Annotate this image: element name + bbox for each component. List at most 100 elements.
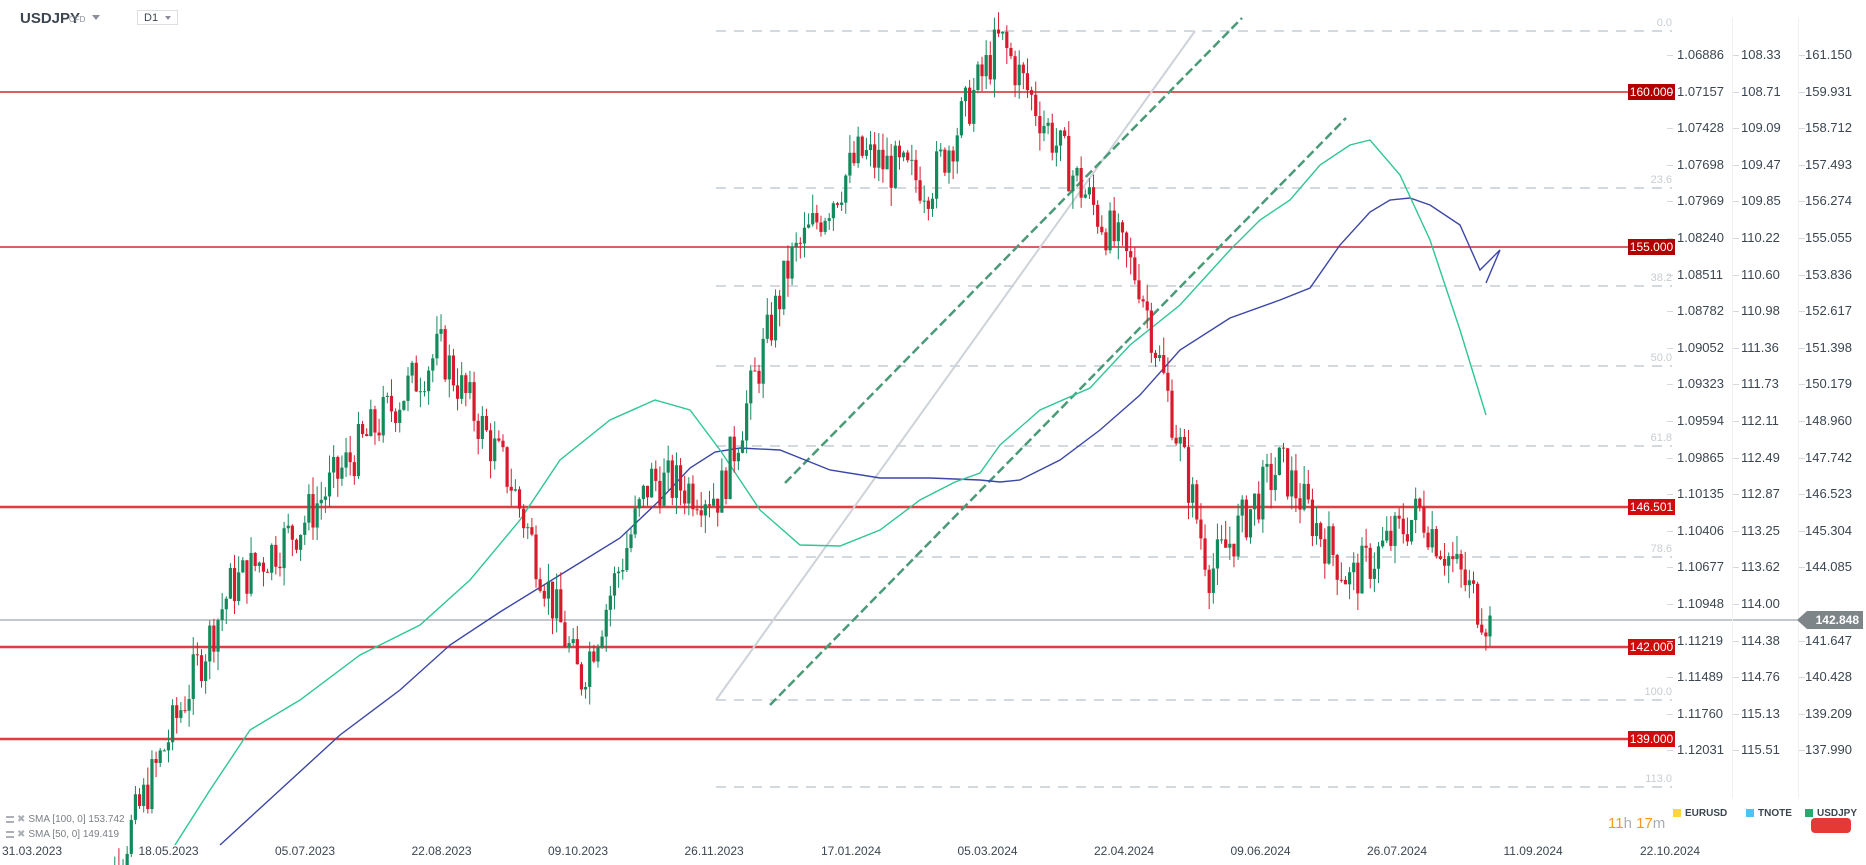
axis-label: 115.13 — [1741, 705, 1780, 721]
axis-label: 153.836 — [1805, 266, 1852, 282]
date-label: 22.10.2024 — [1640, 844, 1701, 858]
axis-tick — [1733, 421, 1739, 422]
symbol-name[interactable]: USDJPY — [20, 10, 81, 27]
level-label-146-501[interactable]: 146.501 — [1628, 499, 1675, 515]
axis-tick — [1667, 384, 1673, 386]
axis-label: 147.742 — [1805, 449, 1852, 465]
axis-label: 114.38 — [1741, 632, 1780, 648]
axis-tick — [1733, 713, 1739, 715]
chart-header: USDJPY CFD D1 — [0, 0, 1866, 36]
axis-tick — [1799, 640, 1805, 642]
candle-countdown: 11h 17m — [1608, 815, 1666, 832]
axis-tick — [1667, 530, 1673, 532]
sma-50-line — [174, 139, 1487, 846]
axis-tick — [1799, 91, 1805, 93]
axis-label: 114.76 — [1741, 669, 1780, 685]
axis-tick — [1733, 274, 1739, 276]
fib-label-78-6: 78.6 — [1650, 543, 1672, 555]
axis-label: 1.07157 — [1677, 83, 1724, 99]
axis-label: 140.428 — [1805, 669, 1852, 685]
axis-tick — [1733, 128, 1739, 130]
legend-usdjpy[interactable]: USDJPY — [1805, 808, 1857, 819]
axis-tick — [1733, 311, 1739, 313]
axis-label: 1.07428 — [1677, 120, 1724, 136]
axis-tick — [1667, 421, 1673, 422]
axis-tick — [1667, 164, 1673, 166]
date-label: 22.04.2024 — [1094, 844, 1155, 858]
axis-label: 111.36 — [1741, 339, 1779, 355]
indicator-sma-50[interactable]: ✖ SMA [50, 0] 149.419 — [6, 829, 119, 840]
axis-tick — [1667, 494, 1673, 496]
axis-label: 1.10406 — [1677, 522, 1724, 538]
axis-tick — [1667, 677, 1673, 679]
axis-label: 1.11489 — [1677, 669, 1724, 685]
axis-label: 152.617 — [1805, 303, 1852, 319]
fib-label-100: 100.0 — [1644, 686, 1672, 698]
settings-icon[interactable] — [6, 830, 14, 838]
indicator-sma-100[interactable]: ✖ SMA [100, 0] 153.742 — [6, 814, 125, 825]
axis-label: 151.398 — [1805, 339, 1852, 355]
level-label-139[interactable]: 139.000 — [1628, 731, 1675, 747]
tnote-swatch-icon — [1746, 809, 1754, 818]
axis-label: 1.10677 — [1677, 559, 1724, 575]
axis-label: 145.304 — [1805, 522, 1852, 538]
axis-separator — [1732, 18, 1733, 798]
axis-tick — [1667, 128, 1673, 130]
axis-tick — [1799, 274, 1805, 276]
close-icon[interactable]: ✖ — [17, 814, 26, 825]
axis-tick — [1799, 567, 1805, 569]
settings-icon[interactable] — [6, 815, 14, 823]
axis-tick — [1733, 494, 1739, 496]
axis-label: 148.960 — [1805, 413, 1852, 428]
timeframe-select[interactable]: D1 — [137, 10, 178, 25]
axis-tick — [1799, 347, 1805, 349]
trade-button[interactable] — [1811, 818, 1851, 833]
axis-label: 157.493 — [1805, 156, 1852, 172]
axis-tick — [1667, 238, 1673, 239]
axis-tick — [1667, 91, 1673, 93]
date-label: 05.07.2023 — [275, 844, 336, 858]
axis-label: 111.73 — [1741, 376, 1779, 392]
axis-tick — [1667, 640, 1673, 642]
sma-100-line — [219, 197, 1501, 846]
fib-label-50: 50.0 — [1650, 352, 1672, 364]
axis-tick — [1799, 128, 1805, 130]
chevron-down-icon — [165, 16, 171, 20]
fib-label-113: 113.0 — [1645, 773, 1672, 785]
axis-tick — [1799, 238, 1805, 239]
axis-label: 1.08782 — [1677, 303, 1724, 319]
axis-tick — [1733, 567, 1739, 569]
axis-tick — [1799, 201, 1805, 203]
symbol-dropdown-caret-icon[interactable] — [92, 15, 100, 20]
eurusd-swatch-icon — [1673, 809, 1681, 818]
level-label-160[interactable]: 160.000 — [1628, 84, 1675, 100]
legend-eurusd[interactable]: EURUSD — [1673, 808, 1727, 819]
axis-label: 112.87 — [1741, 486, 1780, 502]
axis-tick — [1733, 457, 1739, 459]
axis-label: 1.12031 — [1677, 742, 1724, 758]
axis-label: 108.71 — [1741, 83, 1781, 99]
axis-tick — [1799, 421, 1805, 422]
trend-channel — [715, 17, 1347, 706]
current-price-arrow-icon — [1797, 611, 1807, 629]
date-label: 05.03.2024 — [957, 844, 1018, 858]
axis-tick — [1733, 750, 1739, 752]
axis-tick — [1667, 274, 1673, 276]
axis-tick — [1733, 55, 1739, 56]
legend-tnote[interactable]: TNOTE — [1746, 808, 1792, 819]
axis-tick — [1799, 311, 1805, 313]
fib-label-0: 0.0 — [1656, 17, 1672, 29]
axis-tick — [1667, 604, 1673, 605]
candlesticks — [114, 12, 1492, 865]
axis-tick — [1733, 677, 1739, 679]
axis-label: 158.712 — [1805, 120, 1852, 136]
axis-tick — [1667, 55, 1673, 56]
level-label-142[interactable]: 142.000 — [1628, 639, 1675, 655]
axis-label: 113.62 — [1741, 559, 1780, 575]
close-icon[interactable]: ✖ — [17, 829, 26, 840]
level-label-155[interactable]: 155.000 — [1628, 239, 1675, 255]
axis-tick — [1667, 347, 1673, 349]
date-label: 18.05.2023 — [138, 844, 199, 858]
axis-tick — [1733, 384, 1739, 386]
